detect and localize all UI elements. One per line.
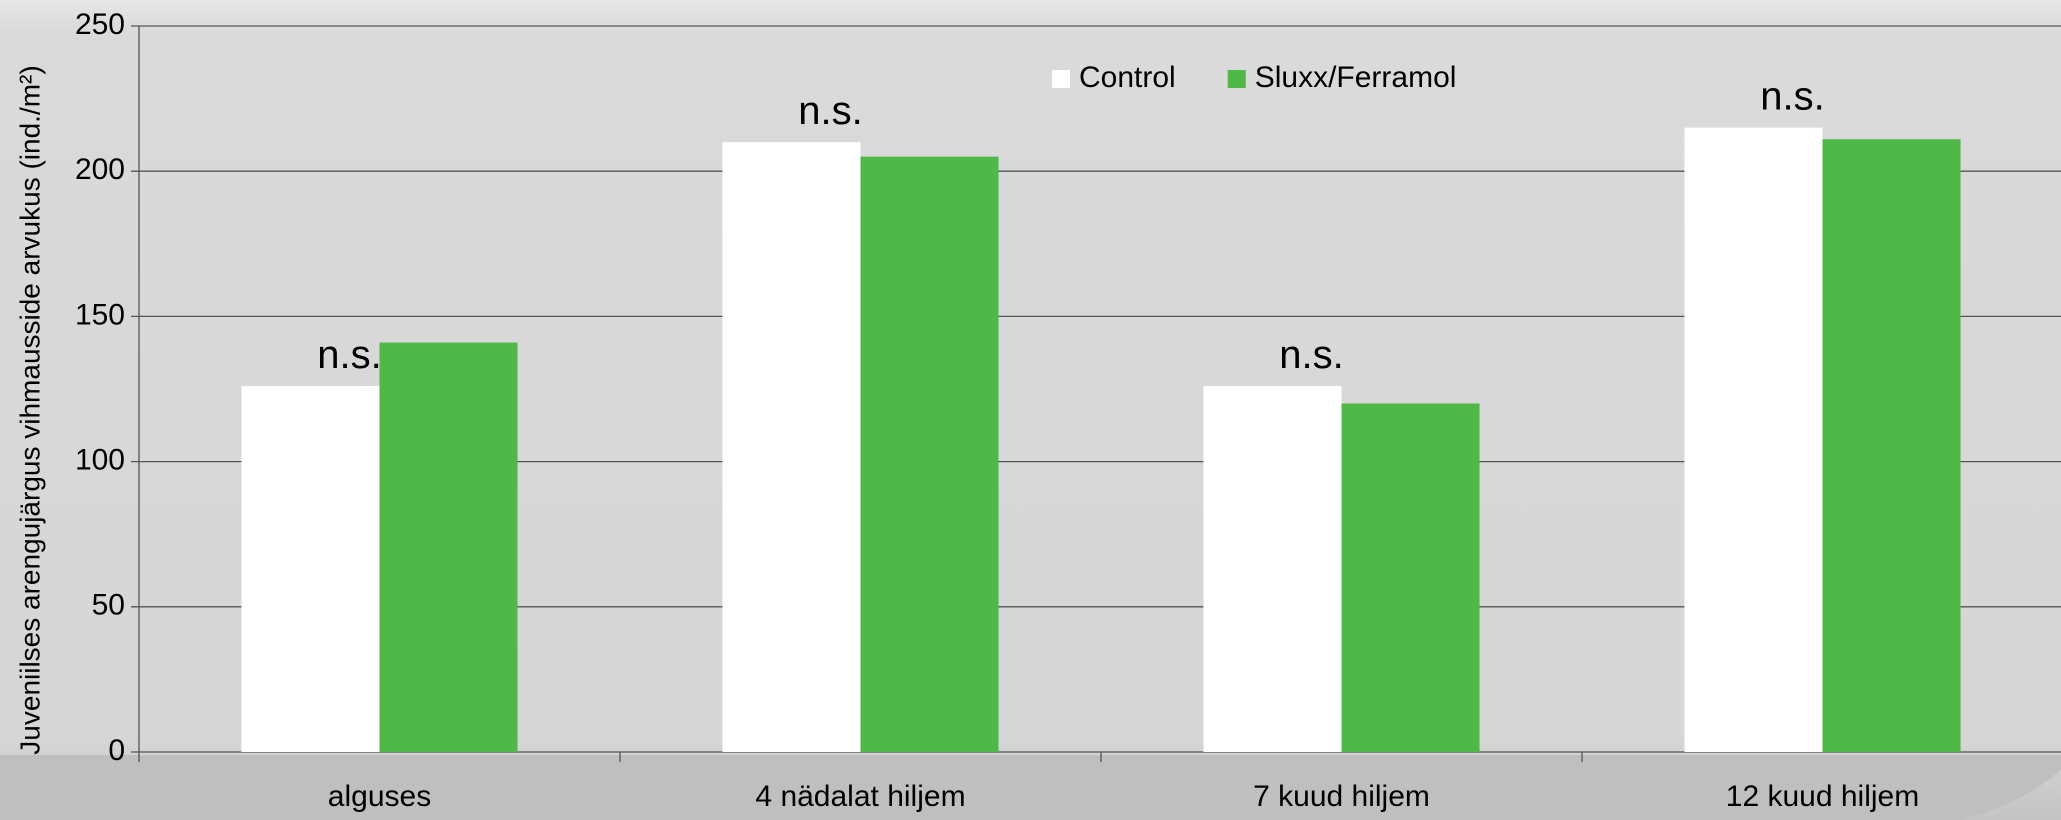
y-tick-label: 200 <box>75 153 125 186</box>
legend-label: Control <box>1079 61 1176 94</box>
y-tick-label: 0 <box>108 734 125 767</box>
y-tick-label: 100 <box>75 444 125 477</box>
footer-band <box>0 755 2061 820</box>
bar <box>722 142 861 752</box>
annotation: n.s. <box>798 89 862 133</box>
bar <box>860 156 999 752</box>
y-tick-label: 50 <box>92 589 125 622</box>
y-axis-label: Juveniilses arengujärgus vihmausside arv… <box>14 65 45 754</box>
bar <box>1684 127 1823 752</box>
bar <box>1822 139 1961 753</box>
y-tick-label: 150 <box>75 298 125 331</box>
bar <box>241 386 380 752</box>
bar <box>1203 386 1342 752</box>
legend-label: Sluxx/Ferramol <box>1255 61 1457 94</box>
annotation: n.s. <box>1760 75 1824 119</box>
legend-swatch <box>1227 70 1246 88</box>
legend-swatch <box>1052 70 1070 88</box>
bar <box>379 342 518 752</box>
bar <box>1341 403 1480 752</box>
y-tick-label: 250 <box>75 8 125 41</box>
x-tick-label: 7 kuud hiljem <box>1253 780 1430 813</box>
x-tick-label: alguses <box>328 780 431 813</box>
annotation: n.s. <box>1279 333 1343 377</box>
x-tick-label: 4 nädalat hiljem <box>755 780 965 813</box>
x-tick-label: 12 kuud hiljem <box>1726 780 1919 813</box>
annotation: n.s. <box>317 333 381 377</box>
